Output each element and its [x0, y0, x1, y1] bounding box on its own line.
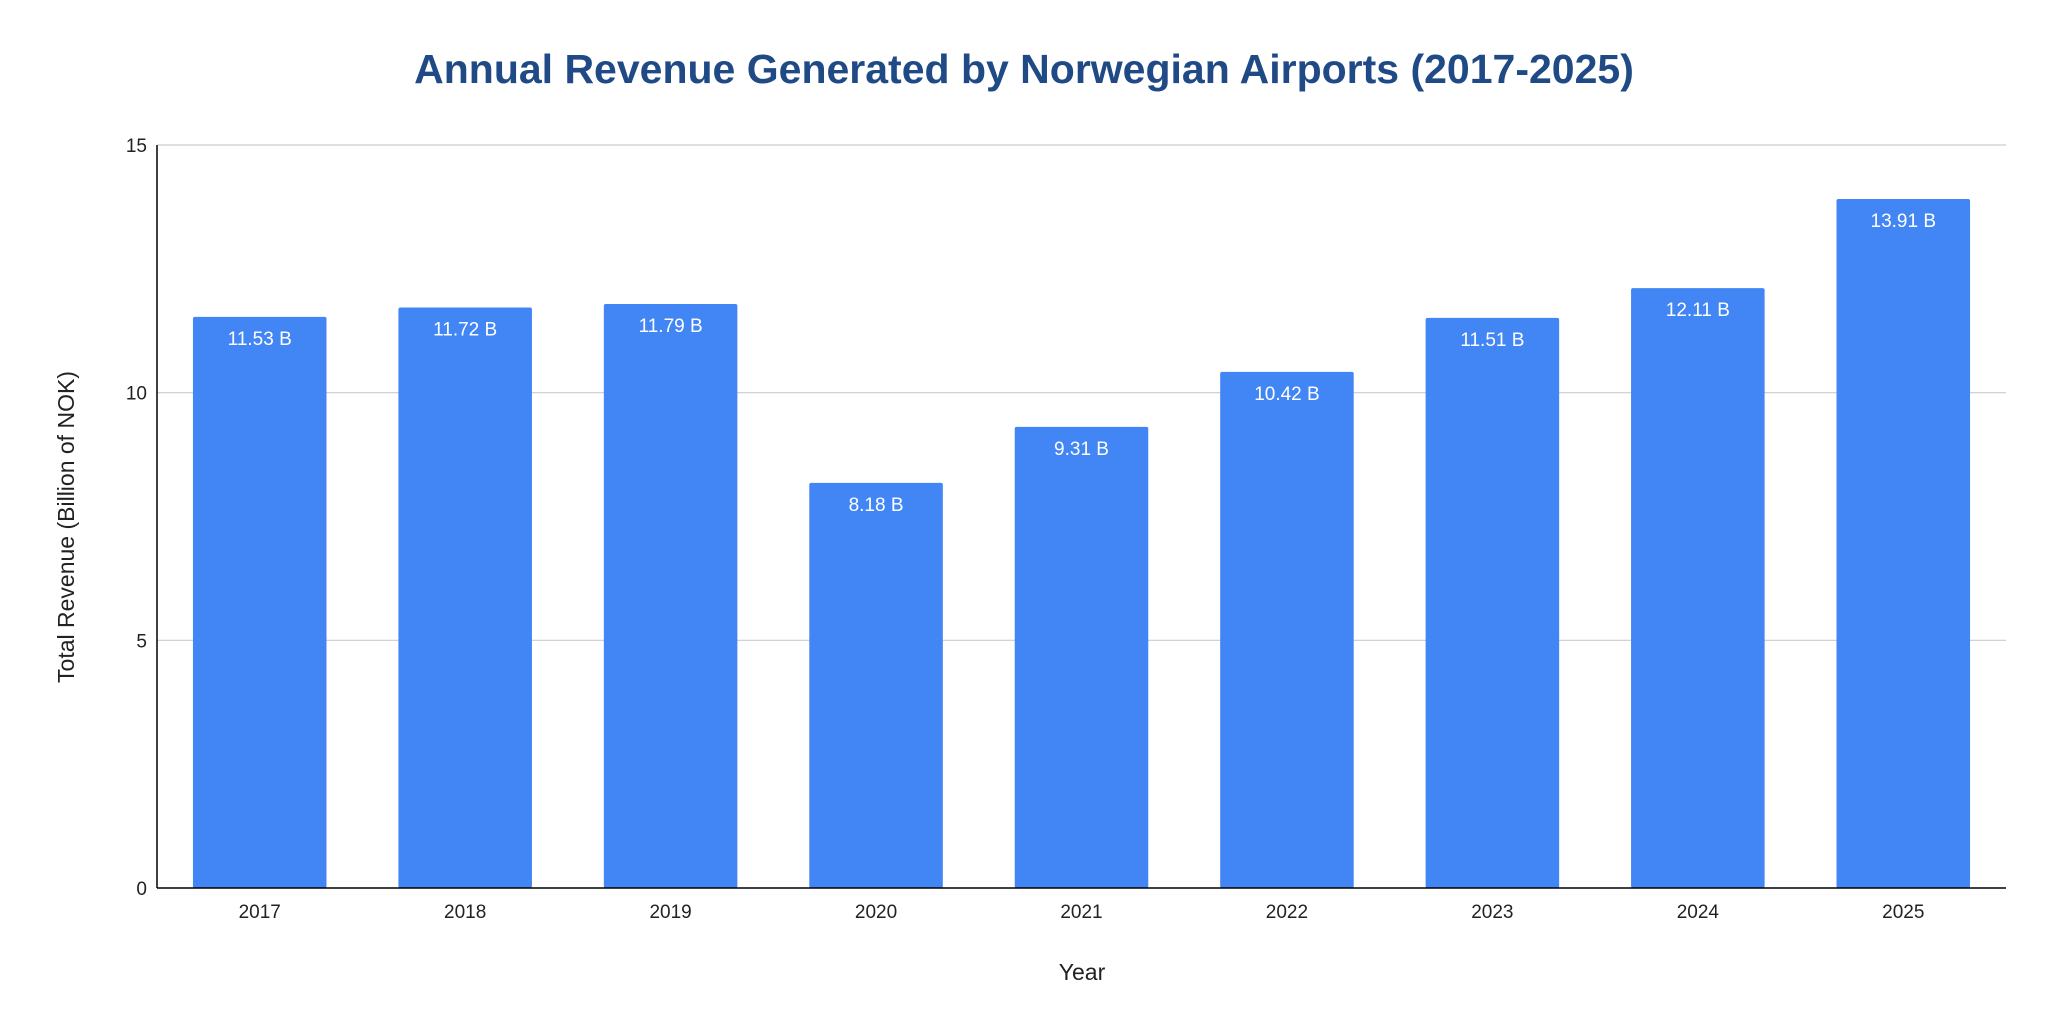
y-tick-label: 0	[136, 879, 147, 900]
data-label: 12.11 B	[1666, 300, 1730, 321]
bar-2020	[809, 482, 943, 888]
bar-2025	[1836, 198, 1971, 888]
axes	[156, 145, 2006, 889]
data-label: 11.51 B	[1460, 330, 1524, 351]
labels: 0 5 10 15 11.53 B 2017 11.72 B 2018 11.79 B 2019 8…	[126, 136, 1936, 923]
data-label: 11.53 B	[228, 329, 292, 350]
x-tick-label: 2025	[1882, 902, 1924, 923]
bar-2017	[192, 316, 327, 888]
x-tick-label: 2018	[444, 902, 486, 923]
x-tick-label: 2019	[649, 902, 691, 923]
y-tick-label: 15	[126, 136, 147, 157]
x-tick-label: 2021	[1060, 902, 1102, 923]
bars	[192, 198, 1971, 888]
data-label: 10.42 B	[1254, 384, 1320, 405]
data-label: 9.31 B	[1054, 439, 1109, 460]
x-tick-label: 2020	[855, 902, 897, 923]
x-tick-label: 2024	[1677, 902, 1720, 923]
bar-2022	[1220, 371, 1354, 888]
bar-2023	[1425, 317, 1560, 888]
data-label: 13.91 B	[1871, 211, 1937, 232]
bar-2024	[1631, 288, 1765, 888]
x-tick-label: 2023	[1471, 902, 1513, 923]
y-tick-label: 5	[136, 631, 147, 652]
x-tick-label: 2022	[1266, 902, 1308, 923]
chart-title: Annual Revenue Generated by Norwegian Ai…	[414, 46, 1634, 92]
y-axis-title: Total Revenue (Billion of NOK)	[53, 371, 79, 683]
x-axis-title: Year	[1059, 959, 1106, 985]
y-tick-label: 10	[126, 384, 147, 405]
data-label: 8.18 B	[849, 495, 904, 516]
data-label: 11.79 B	[639, 316, 703, 337]
bar-2021	[1014, 426, 1149, 888]
bar-2019	[603, 304, 738, 888]
bar-2018	[398, 307, 532, 888]
data-label: 11.72 B	[433, 319, 497, 340]
x-tick-label: 2017	[239, 902, 281, 923]
